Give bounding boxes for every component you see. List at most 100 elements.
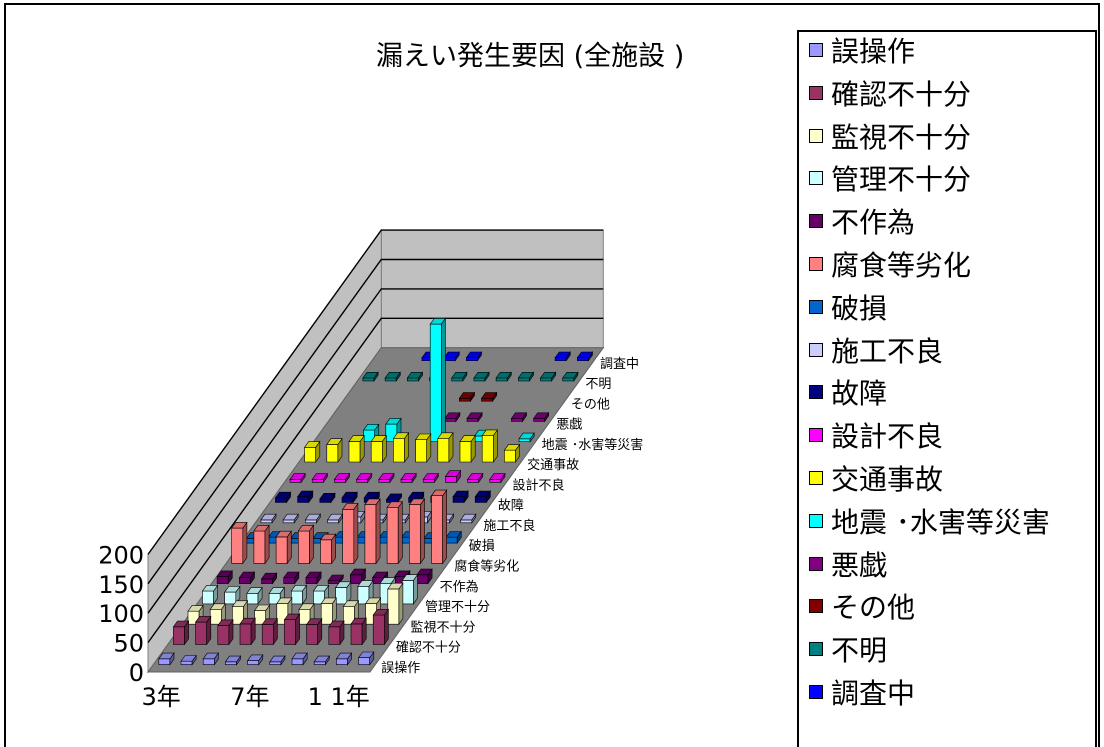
bars — [158, 317, 594, 666]
bar — [554, 351, 571, 362]
legend-item: 確認不十分 — [809, 73, 971, 113]
legend-item: 故障 — [809, 372, 887, 412]
bar — [297, 524, 315, 565]
bar — [429, 317, 446, 443]
legend-item: 施工不良 — [809, 330, 943, 370]
bar — [358, 651, 375, 666]
legend-label: 地震 ･水害等災害 — [831, 505, 1050, 539]
legend-swatch — [809, 214, 823, 229]
bar — [378, 472, 395, 484]
bar — [217, 618, 234, 646]
y-tick-label: 100 — [98, 600, 144, 628]
bar — [327, 574, 344, 585]
legend-label: 腐食等劣化 — [831, 249, 972, 282]
legend-label: 誤操作 — [831, 35, 916, 68]
bar — [260, 572, 278, 585]
bar — [261, 617, 278, 646]
bar — [362, 371, 379, 382]
legend-item: 腐食等劣化 — [809, 244, 971, 284]
bar — [311, 472, 328, 484]
bar — [356, 472, 373, 484]
series-axis-label: 故障 — [498, 499, 524, 514]
bar — [320, 596, 337, 626]
bar — [539, 371, 557, 382]
legend-swatch — [809, 471, 823, 485]
bar — [290, 584, 308, 605]
bar — [238, 571, 256, 585]
gridline — [147, 258, 604, 585]
bar — [283, 613, 301, 646]
bar — [467, 472, 484, 484]
bar — [239, 617, 256, 646]
legend-swatch — [809, 299, 823, 314]
legend-label: 設計不良 — [831, 420, 944, 454]
legend-swatch — [809, 171, 823, 186]
series-axis-label: 調査中 — [600, 357, 639, 372]
bar — [231, 521, 248, 565]
bar — [444, 469, 462, 484]
legend-item: 悪戯 — [809, 544, 887, 584]
gridline — [147, 288, 604, 614]
bar — [350, 617, 367, 646]
bar — [473, 371, 490, 382]
series-axis-label: 確認不十分 — [396, 640, 461, 656]
bar — [158, 652, 175, 666]
bar — [437, 431, 454, 463]
gridline — [147, 229, 604, 555]
bar — [216, 569, 233, 585]
bar — [326, 513, 344, 524]
bar — [260, 513, 277, 524]
bar — [406, 371, 424, 382]
bar — [335, 580, 352, 605]
legend-swatch — [809, 385, 823, 400]
bar — [202, 652, 219, 666]
bar — [474, 490, 491, 504]
series-axis-label: 設計不良 — [513, 477, 565, 493]
bar — [451, 371, 468, 382]
bar — [297, 490, 314, 504]
series-axis-label: 破損 — [469, 539, 495, 554]
series-axis-label: 管理不十分 — [425, 600, 490, 615]
bar — [180, 654, 197, 666]
legend-item: 管理不十分 — [809, 158, 971, 198]
legend: 誤操作 確認不十分 監視不十分 管理不十分 不作為 腐食等劣化 破損 施工不良 故障 設計不良 交通… — [797, 30, 1097, 747]
legend-label: 不作為 — [831, 206, 916, 240]
bar — [195, 615, 212, 646]
bar — [275, 530, 292, 565]
bar — [445, 530, 462, 545]
bar — [430, 489, 448, 565]
legend-swatch — [809, 257, 823, 271]
x-tick-label: 1 1年 — [308, 683, 370, 711]
bar — [305, 571, 322, 585]
bar — [422, 472, 439, 484]
bar — [289, 472, 306, 484]
bar — [224, 585, 241, 605]
legend-label: 確認不十分 — [831, 77, 972, 111]
bar — [306, 617, 323, 646]
legend-label: 管理不十分 — [831, 163, 972, 197]
bar — [341, 491, 358, 504]
legend-label: その他 — [831, 591, 916, 625]
chart-frame — [4, 3, 1100, 747]
bar — [576, 351, 594, 362]
legend-swatch — [809, 513, 823, 528]
bar — [510, 411, 528, 423]
bar — [408, 497, 426, 565]
legend-label: 故障 — [831, 377, 888, 411]
bar — [326, 437, 343, 463]
bar — [481, 428, 498, 463]
legend-label: 監視不十分 — [831, 120, 972, 154]
series-axis-label: 不作為 — [440, 579, 479, 595]
bar — [392, 431, 410, 463]
bar — [465, 351, 483, 362]
legend-label: 交通事故 — [831, 463, 944, 496]
legend-label: 施工不良 — [831, 334, 944, 368]
bar — [319, 492, 336, 504]
gridline — [147, 317, 604, 644]
legend-swatch — [809, 128, 823, 143]
legend-swatch — [809, 43, 823, 57]
series-axis-label: 交通事故 — [527, 457, 579, 473]
bar — [349, 568, 367, 585]
